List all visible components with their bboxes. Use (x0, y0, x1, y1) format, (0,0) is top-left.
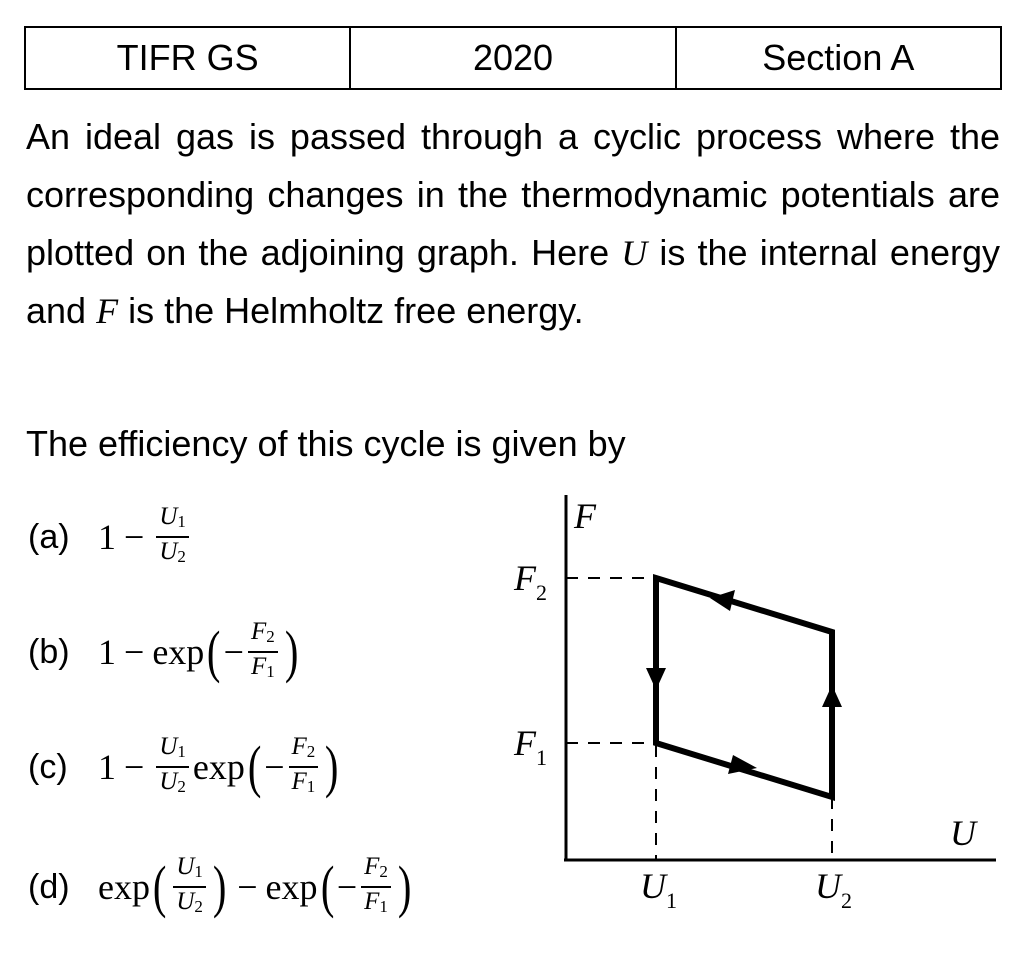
arrow-bottom-right (728, 755, 757, 774)
fraction-f2-f1: F2 F1 (361, 853, 391, 921)
option-b[interactable]: (b) 1− exp (− F2 F1 ) (28, 618, 301, 686)
question-prompt: The efficiency of this cycle is given by (26, 423, 626, 464)
fraction-f2-f1: F2 F1 (247, 618, 278, 686)
option-b-expression: 1− exp (− F2 F1 ) (98, 618, 299, 686)
option-d-label: (d) (28, 867, 70, 906)
y-axis-label: F (573, 496, 597, 536)
header-exam: TIFR GS (23, 26, 352, 90)
arrow-left-down (646, 668, 666, 690)
option-a-label: (a) (28, 517, 70, 556)
header-section: Section A (674, 26, 1003, 90)
tick-u2: U2 (815, 866, 852, 913)
fraction-f2-f1: F2 F1 (288, 733, 319, 801)
question-text: An ideal gas is passed through a cyclic … (26, 116, 1000, 331)
option-c-expression: 1− U1 U2 exp (− F2 F1 ) (98, 733, 339, 801)
header-table: TIFR GS 2020 Section A (23, 26, 1003, 90)
tick-f1: F1 (513, 723, 547, 770)
option-a[interactable]: (a) 1− U1 U2 (28, 503, 193, 571)
x-axis-label: U (950, 813, 978, 853)
fraction-u1-u2: U1 U2 (156, 503, 189, 571)
tick-u1: U1 (640, 866, 677, 913)
option-d-expression: exp ( U1 U2 ) − exp (− F2 F1 ) (98, 853, 412, 921)
option-d[interactable]: (d) exp ( U1 U2 ) − exp (− F2 F1 ) (28, 853, 414, 921)
option-c[interactable]: (c) 1− U1 U2 exp (− F2 F1 ) (28, 733, 342, 801)
option-c-label: (c) (28, 747, 68, 786)
fraction-u1-u2: U1 U2 (156, 733, 189, 801)
fraction-u1-u2: U1 U2 (173, 853, 206, 921)
header-year: 2020 (349, 26, 677, 90)
option-b-label: (b) (28, 632, 70, 671)
arrow-right-up (822, 685, 842, 707)
arrow-top-left (710, 590, 735, 611)
option-a-expression: 1− U1 U2 (98, 503, 193, 571)
tick-f2: F2 (513, 558, 547, 605)
